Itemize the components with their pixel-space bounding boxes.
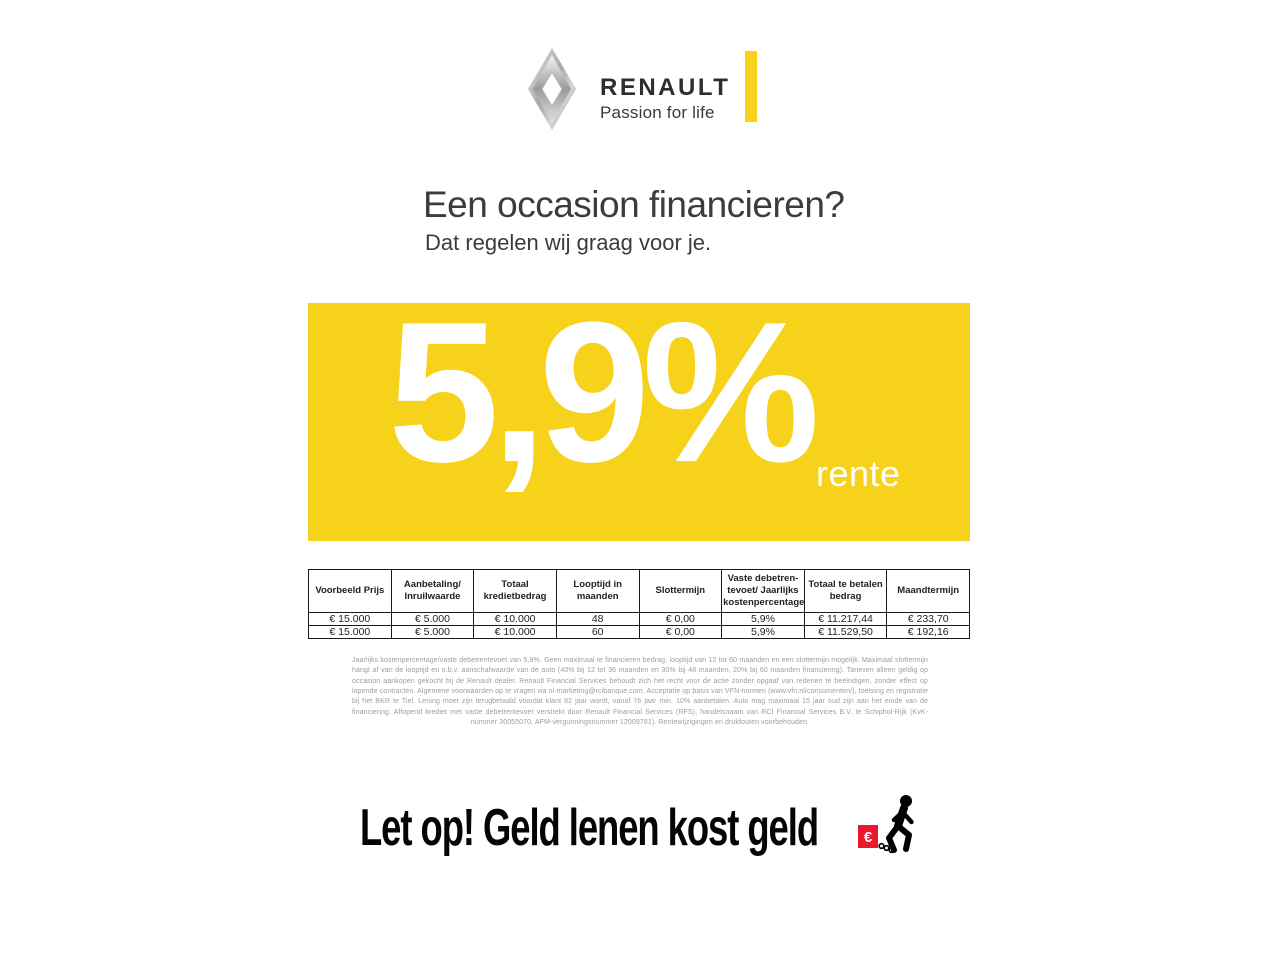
rate-suffix: rente bbox=[816, 453, 901, 494]
table-cell: 60 bbox=[555, 624, 640, 639]
table-cell: € 0,00 bbox=[638, 624, 723, 639]
table-cell: 5,9% bbox=[721, 611, 805, 626]
table-header-row: Voorbeeld Prijs Aanbetaling/ Inruilwaard… bbox=[308, 569, 970, 613]
table-cell: € 11.529,50 bbox=[803, 624, 888, 639]
table-cell: € 5.000 bbox=[390, 624, 475, 639]
brand-name: RENAULT bbox=[600, 73, 731, 101]
financing-example-table: Voorbeeld Prijs Aanbetaling/ Inruilwaard… bbox=[308, 569, 970, 639]
brand-wordmark: RENAULT Passion for life bbox=[600, 75, 730, 123]
table-cell: € 15.000 bbox=[308, 611, 392, 626]
rate-value: 5,9% bbox=[388, 281, 820, 504]
column-header: Voorbeeld Prijs bbox=[308, 569, 392, 613]
column-header: Slottermijn bbox=[638, 569, 723, 613]
column-header: Vaste debetren-tevoet/ Jaarlijks kostenp… bbox=[721, 569, 805, 613]
table-row: € 15.000 € 5.000 € 10.000 60 € 0,00 5,9%… bbox=[308, 624, 970, 639]
table-cell: 5,9% bbox=[721, 624, 805, 639]
table-cell: € 11.217,44 bbox=[803, 611, 888, 626]
credit-warning-text: Let op! Geld lenen kost geld bbox=[360, 799, 819, 857]
table-cell: € 192,16 bbox=[886, 624, 970, 639]
table-cell: € 5.000 bbox=[390, 611, 475, 626]
table-cell: € 10.000 bbox=[473, 611, 557, 626]
yellow-accent-bar bbox=[745, 51, 757, 122]
renault-diamond-icon bbox=[528, 48, 576, 130]
column-header: Totaal te betalen bedrag bbox=[803, 569, 888, 613]
euro-ball-and-chain-icon: € bbox=[858, 795, 914, 854]
column-header: Looptijd in maanden bbox=[555, 569, 640, 613]
table-cell: € 10.000 bbox=[473, 624, 557, 639]
disclaimer-text: Jaarlijks kostenpercentage/vaste debetre… bbox=[352, 657, 928, 727]
table-row: € 15.000 € 5.000 € 10.000 48 € 0,00 5,9%… bbox=[308, 611, 970, 626]
column-header: Maandtermijn bbox=[886, 569, 970, 613]
euro-symbol: € bbox=[864, 829, 873, 846]
table-cell: € 0,00 bbox=[638, 611, 723, 626]
table-cell: € 233,70 bbox=[886, 611, 970, 626]
column-header: Aanbetaling/ Inruilwaarde bbox=[390, 569, 475, 613]
euro-block bbox=[858, 825, 878, 848]
column-header: Totaal kredietbedrag bbox=[473, 569, 557, 613]
table-cell: € 15.000 bbox=[308, 624, 392, 639]
brand-tagline: Passion for life bbox=[600, 103, 715, 123]
page-title: Een occasion financieren? bbox=[423, 184, 845, 225]
brand-header: RENAULT Passion for life bbox=[528, 48, 730, 130]
page-subtitle: Dat regelen wij graag voor je. bbox=[425, 230, 712, 255]
walking-person bbox=[886, 795, 914, 853]
table-cell: 48 bbox=[555, 611, 640, 626]
rate-banner: 5,9% rente bbox=[308, 281, 970, 541]
